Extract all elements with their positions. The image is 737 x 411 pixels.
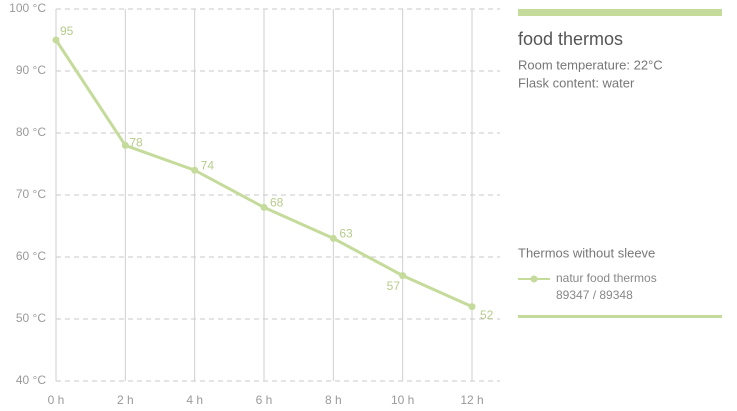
y-tick-label: 60 °C <box>16 249 46 263</box>
y-tick-label: 50 °C <box>16 311 46 325</box>
point <box>191 166 199 174</box>
legend-code: 89347 / 89348 <box>556 288 633 302</box>
x-tick-label: 12 h <box>460 393 483 407</box>
point <box>468 303 476 311</box>
legend-marker <box>530 275 538 283</box>
note: Flask content: water <box>518 75 635 90</box>
data-label: 52 <box>480 308 494 322</box>
data-label: 95 <box>60 24 74 38</box>
data-label: 63 <box>339 227 353 241</box>
point <box>121 141 129 149</box>
legend-bottom-bar <box>518 315 722 318</box>
data-label: 74 <box>201 158 215 172</box>
x-tick-label: 10 h <box>391 393 414 407</box>
point <box>329 234 337 242</box>
x-tick-label: 2 h <box>117 393 134 407</box>
y-tick-label: 70 °C <box>16 187 46 201</box>
legend-top-bar <box>518 9 722 16</box>
x-tick-label: 8 h <box>325 393 342 407</box>
chart-title: food thermos <box>518 29 623 49</box>
y-tick-label: 40 °C <box>16 373 46 387</box>
legend-label: natur food thermos <box>556 271 657 285</box>
y-tick-label: 80 °C <box>16 125 46 139</box>
data-label: 57 <box>387 279 401 293</box>
x-tick-label: 0 h <box>48 393 65 407</box>
legend-title: Thermos without sleeve <box>518 245 655 260</box>
x-tick-label: 4 h <box>186 393 203 407</box>
data-label: 78 <box>129 136 143 150</box>
point <box>399 272 407 280</box>
x-tick-label: 6 h <box>256 393 273 407</box>
point <box>260 203 268 211</box>
y-tick-label: 100 °C <box>9 1 46 15</box>
y-tick-label: 90 °C <box>16 63 46 77</box>
point <box>52 36 60 44</box>
note: Room temperature: 22°C <box>518 57 663 72</box>
data-label: 68 <box>270 196 284 210</box>
